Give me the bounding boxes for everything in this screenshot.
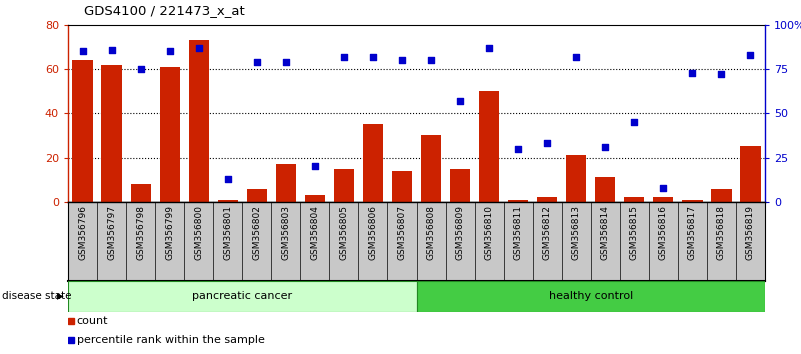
Text: GSM356807: GSM356807 <box>397 205 406 260</box>
Bar <box>479 91 499 202</box>
Bar <box>334 169 354 202</box>
Text: GSM356811: GSM356811 <box>513 205 522 260</box>
Text: disease state: disease state <box>2 291 72 302</box>
Point <box>192 45 205 51</box>
Text: GSM356796: GSM356796 <box>78 205 87 260</box>
Bar <box>450 169 470 202</box>
Point <box>628 119 641 125</box>
Text: GSM356798: GSM356798 <box>136 205 145 260</box>
Bar <box>131 184 151 202</box>
Text: GSM356808: GSM356808 <box>427 205 436 260</box>
Text: pancreatic cancer: pancreatic cancer <box>192 291 292 302</box>
Text: GSM356797: GSM356797 <box>107 205 116 260</box>
Point <box>570 54 582 59</box>
Point <box>657 185 670 190</box>
Text: GSM356810: GSM356810 <box>485 205 493 260</box>
Point <box>541 141 553 146</box>
Bar <box>711 188 731 202</box>
Bar <box>595 177 615 202</box>
Bar <box>304 195 325 202</box>
Bar <box>363 124 383 202</box>
Text: GSM356799: GSM356799 <box>165 205 174 260</box>
Point <box>308 164 321 169</box>
Point <box>251 59 264 65</box>
Bar <box>624 197 645 202</box>
Point <box>135 66 147 72</box>
Bar <box>417 281 765 312</box>
Bar <box>392 171 413 202</box>
Point <box>744 52 757 58</box>
Text: GSM356817: GSM356817 <box>688 205 697 260</box>
Text: GDS4100 / 221473_x_at: GDS4100 / 221473_x_at <box>84 4 245 17</box>
Point <box>686 70 698 75</box>
Bar <box>566 155 586 202</box>
Text: GSM356818: GSM356818 <box>717 205 726 260</box>
Bar <box>102 65 122 202</box>
Point <box>367 54 380 59</box>
Text: GSM356804: GSM356804 <box>311 205 320 260</box>
Point <box>483 45 496 51</box>
Point <box>453 98 466 104</box>
Bar <box>276 164 296 202</box>
Text: GSM356809: GSM356809 <box>456 205 465 260</box>
Bar <box>653 197 674 202</box>
Text: GSM356815: GSM356815 <box>630 205 638 260</box>
Bar <box>740 147 761 202</box>
Text: GSM356814: GSM356814 <box>601 205 610 260</box>
Point <box>337 54 350 59</box>
Point <box>715 72 728 77</box>
Point <box>163 48 176 54</box>
Point <box>280 59 292 65</box>
Bar <box>682 200 702 202</box>
Point <box>512 146 525 152</box>
Bar <box>247 188 267 202</box>
Point <box>105 47 118 52</box>
Point <box>425 57 437 63</box>
Point <box>76 48 89 54</box>
Text: GSM356806: GSM356806 <box>368 205 377 260</box>
Text: GSM356819: GSM356819 <box>746 205 755 260</box>
Bar <box>188 40 209 202</box>
Text: GSM356812: GSM356812 <box>543 205 552 260</box>
Text: GSM356801: GSM356801 <box>223 205 232 260</box>
Bar <box>68 281 417 312</box>
Point <box>396 57 409 63</box>
Text: GSM356803: GSM356803 <box>281 205 290 260</box>
Bar <box>218 200 238 202</box>
Text: count: count <box>77 316 108 326</box>
Text: percentile rank within the sample: percentile rank within the sample <box>77 335 264 345</box>
Bar <box>537 197 557 202</box>
Point <box>221 176 234 182</box>
Text: GSM356800: GSM356800 <box>195 205 203 260</box>
Bar <box>72 60 93 202</box>
Text: GSM356813: GSM356813 <box>572 205 581 260</box>
Text: healthy control: healthy control <box>549 291 633 302</box>
Bar <box>421 135 441 202</box>
Point <box>599 144 612 150</box>
Text: GSM356802: GSM356802 <box>252 205 261 260</box>
Text: GSM356816: GSM356816 <box>659 205 668 260</box>
Bar <box>508 200 529 202</box>
Bar <box>159 67 180 202</box>
Text: GSM356805: GSM356805 <box>340 205 348 260</box>
